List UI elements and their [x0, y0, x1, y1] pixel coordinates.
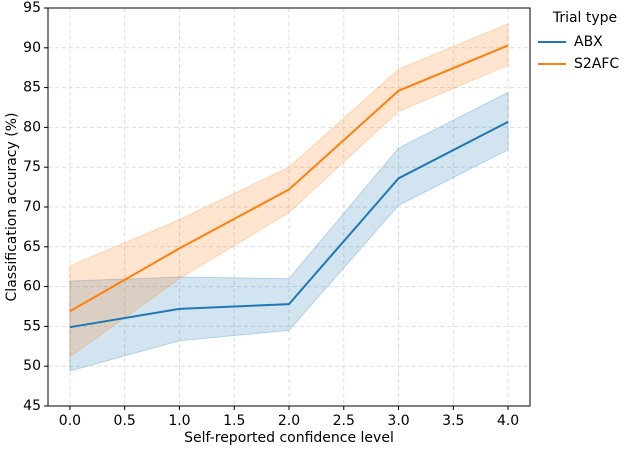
x-tick-label: 3.0 — [387, 413, 409, 429]
y-tick-label: 45 — [23, 398, 41, 414]
confidence-band — [69, 91, 509, 372]
x-tick-label: 0.0 — [59, 413, 81, 429]
y-tick-label: 50 — [23, 358, 41, 374]
x-tick-label: 1.0 — [168, 413, 190, 429]
x-axis-label: Self-reported confidence level — [184, 430, 394, 446]
y-tick-label: 95 — [23, 0, 41, 16]
x-tick-label: 2.0 — [278, 413, 300, 429]
x-tick-label: 2.5 — [333, 413, 355, 429]
x-tick-label: 4.0 — [497, 413, 519, 429]
x-tick-label: 3.5 — [442, 413, 464, 429]
x-tick-label: 0.5 — [114, 413, 136, 429]
plot-frame — [47, 7, 531, 407]
y-tick-label: 75 — [23, 159, 41, 175]
y-tick-label: 65 — [23, 239, 41, 255]
legend-label: S2AFC — [574, 56, 619, 72]
y-axis-label: Classification accuracy (%) — [4, 113, 20, 302]
legend-title: Trial type — [552, 10, 617, 26]
x-tick-label: 1.5 — [223, 413, 245, 429]
y-tick-label: 85 — [23, 80, 41, 96]
legend-label: ABX — [574, 34, 603, 50]
y-tick-label: 80 — [23, 119, 41, 135]
y-tick-label: 60 — [23, 279, 41, 295]
line — [69, 44, 509, 313]
y-tick-label: 70 — [23, 199, 41, 215]
y-tick-label: 55 — [23, 318, 41, 334]
y-tick-label: 90 — [23, 40, 41, 56]
line — [69, 120, 509, 329]
